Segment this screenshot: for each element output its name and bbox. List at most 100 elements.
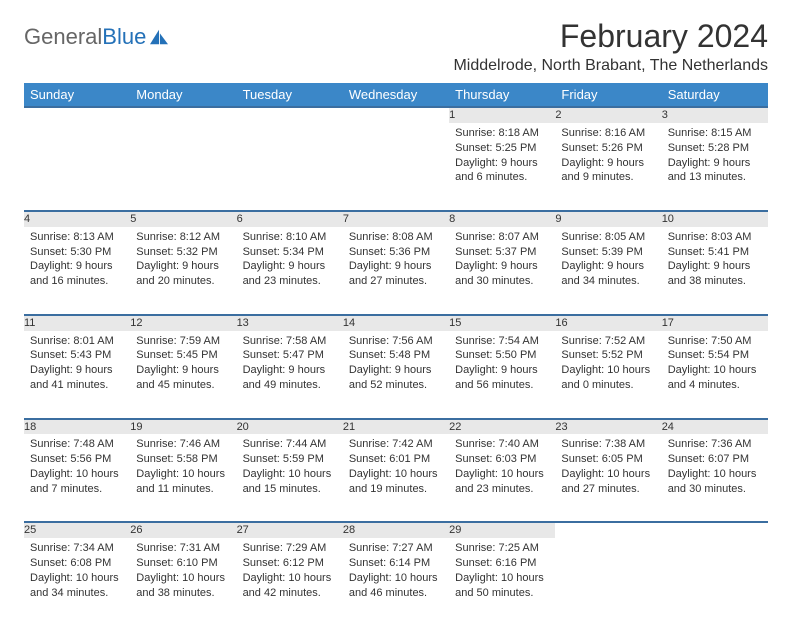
week-daynum-row: 18192021222324 bbox=[24, 419, 768, 435]
sunrise-text: Sunrise: 7:27 AM bbox=[349, 541, 443, 556]
sunrise-text: Sunrise: 8:08 AM bbox=[349, 230, 443, 245]
day-cell: Sunrise: 8:01 AMSunset: 5:43 PMDaylight:… bbox=[24, 331, 130, 419]
daylight-text: Daylight: 9 hours and 38 minutes. bbox=[668, 259, 762, 289]
empty-day-cell bbox=[662, 538, 768, 626]
daylight-text: Daylight: 9 hours and 34 minutes. bbox=[561, 259, 655, 289]
sunrise-text: Sunrise: 7:34 AM bbox=[30, 541, 124, 556]
sunrise-text: Sunrise: 8:10 AM bbox=[243, 230, 337, 245]
empty-day-cell bbox=[343, 123, 449, 211]
week-daynum-row: 2526272829 bbox=[24, 522, 768, 538]
daylight-text: Daylight: 9 hours and 9 minutes. bbox=[561, 156, 655, 186]
week-body-row: Sunrise: 7:34 AMSunset: 6:08 PMDaylight:… bbox=[24, 538, 768, 626]
day-number: 28 bbox=[343, 522, 449, 538]
month-title: February 2024 bbox=[453, 18, 768, 55]
sunset-text: Sunset: 6:03 PM bbox=[455, 452, 549, 467]
day-number: 22 bbox=[449, 419, 555, 435]
empty-day-number bbox=[343, 107, 449, 123]
daylight-text: Daylight: 10 hours and 27 minutes. bbox=[561, 467, 655, 497]
day-number: 2 bbox=[555, 107, 661, 123]
sunrise-text: Sunrise: 8:16 AM bbox=[561, 126, 655, 141]
day-number: 14 bbox=[343, 315, 449, 331]
sunset-text: Sunset: 6:12 PM bbox=[243, 556, 337, 571]
day-number: 24 bbox=[662, 419, 768, 435]
sunrise-text: Sunrise: 7:58 AM bbox=[243, 334, 337, 349]
sunset-text: Sunset: 6:10 PM bbox=[136, 556, 230, 571]
sunrise-text: Sunrise: 7:40 AM bbox=[455, 437, 549, 452]
day-number: 1 bbox=[449, 107, 555, 123]
sunrise-text: Sunrise: 8:18 AM bbox=[455, 126, 549, 141]
sunset-text: Sunset: 5:59 PM bbox=[243, 452, 337, 467]
daylight-text: Daylight: 10 hours and 34 minutes. bbox=[30, 571, 124, 601]
daylight-text: Daylight: 10 hours and 42 minutes. bbox=[243, 571, 337, 601]
week-daynum-row: 123 bbox=[24, 107, 768, 123]
daylight-text: Daylight: 9 hours and 23 minutes. bbox=[243, 259, 337, 289]
day-cell: Sunrise: 8:03 AMSunset: 5:41 PMDaylight:… bbox=[662, 227, 768, 315]
daylight-text: Daylight: 9 hours and 41 minutes. bbox=[30, 363, 124, 393]
sunset-text: Sunset: 5:48 PM bbox=[349, 348, 443, 363]
day-cell: Sunrise: 7:59 AMSunset: 5:45 PMDaylight:… bbox=[130, 331, 236, 419]
sunset-text: Sunset: 5:37 PM bbox=[455, 245, 549, 260]
day-number: 8 bbox=[449, 211, 555, 227]
day-cell: Sunrise: 7:27 AMSunset: 6:14 PMDaylight:… bbox=[343, 538, 449, 626]
day-number: 5 bbox=[130, 211, 236, 227]
daylight-text: Daylight: 10 hours and 30 minutes. bbox=[668, 467, 762, 497]
week-body-row: Sunrise: 7:48 AMSunset: 5:56 PMDaylight:… bbox=[24, 434, 768, 522]
empty-day-number bbox=[130, 107, 236, 123]
sunrise-text: Sunrise: 8:12 AM bbox=[136, 230, 230, 245]
weekday-header: Monday bbox=[130, 83, 236, 107]
sunset-text: Sunset: 6:14 PM bbox=[349, 556, 443, 571]
weekday-header: Saturday bbox=[662, 83, 768, 107]
sunset-text: Sunset: 5:28 PM bbox=[668, 141, 762, 156]
sunrise-text: Sunrise: 8:01 AM bbox=[30, 334, 124, 349]
daylight-text: Daylight: 10 hours and 50 minutes. bbox=[455, 571, 549, 601]
sunset-text: Sunset: 5:32 PM bbox=[136, 245, 230, 260]
empty-day-cell bbox=[24, 123, 130, 211]
day-cell: Sunrise: 7:46 AMSunset: 5:58 PMDaylight:… bbox=[130, 434, 236, 522]
weekday-header: Friday bbox=[555, 83, 661, 107]
sunrise-text: Sunrise: 7:42 AM bbox=[349, 437, 443, 452]
daylight-text: Daylight: 9 hours and 27 minutes. bbox=[349, 259, 443, 289]
sunrise-text: Sunrise: 8:03 AM bbox=[668, 230, 762, 245]
sunset-text: Sunset: 5:50 PM bbox=[455, 348, 549, 363]
sunrise-text: Sunrise: 8:15 AM bbox=[668, 126, 762, 141]
week-body-row: Sunrise: 8:18 AMSunset: 5:25 PMDaylight:… bbox=[24, 123, 768, 211]
day-cell: Sunrise: 7:25 AMSunset: 6:16 PMDaylight:… bbox=[449, 538, 555, 626]
daylight-text: Daylight: 9 hours and 56 minutes. bbox=[455, 363, 549, 393]
sunrise-text: Sunrise: 7:59 AM bbox=[136, 334, 230, 349]
day-number: 27 bbox=[237, 522, 343, 538]
sunrise-text: Sunrise: 7:50 AM bbox=[668, 334, 762, 349]
day-cell: Sunrise: 7:48 AMSunset: 5:56 PMDaylight:… bbox=[24, 434, 130, 522]
day-number: 16 bbox=[555, 315, 661, 331]
day-number: 25 bbox=[24, 522, 130, 538]
day-cell: Sunrise: 7:54 AMSunset: 5:50 PMDaylight:… bbox=[449, 331, 555, 419]
week-daynum-row: 45678910 bbox=[24, 211, 768, 227]
day-cell: Sunrise: 8:13 AMSunset: 5:30 PMDaylight:… bbox=[24, 227, 130, 315]
daylight-text: Daylight: 10 hours and 11 minutes. bbox=[136, 467, 230, 497]
empty-day-number bbox=[555, 522, 661, 538]
day-number: 3 bbox=[662, 107, 768, 123]
sunrise-text: Sunrise: 7:25 AM bbox=[455, 541, 549, 556]
sunset-text: Sunset: 5:45 PM bbox=[136, 348, 230, 363]
day-number: 26 bbox=[130, 522, 236, 538]
day-cell: Sunrise: 7:52 AMSunset: 5:52 PMDaylight:… bbox=[555, 331, 661, 419]
empty-day-cell bbox=[130, 123, 236, 211]
logo-text: GeneralBlue bbox=[24, 24, 146, 50]
week-daynum-row: 11121314151617 bbox=[24, 315, 768, 331]
sunrise-text: Sunrise: 7:29 AM bbox=[243, 541, 337, 556]
day-number: 19 bbox=[130, 419, 236, 435]
sunrise-text: Sunrise: 7:46 AM bbox=[136, 437, 230, 452]
sunrise-text: Sunrise: 8:07 AM bbox=[455, 230, 549, 245]
sunset-text: Sunset: 5:52 PM bbox=[561, 348, 655, 363]
day-number: 13 bbox=[237, 315, 343, 331]
sunrise-text: Sunrise: 8:05 AM bbox=[561, 230, 655, 245]
day-cell: Sunrise: 7:38 AMSunset: 6:05 PMDaylight:… bbox=[555, 434, 661, 522]
page-header: GeneralBlue February 2024 Middelrode, No… bbox=[24, 18, 768, 75]
empty-day-cell bbox=[237, 123, 343, 211]
sunset-text: Sunset: 5:58 PM bbox=[136, 452, 230, 467]
empty-day-number bbox=[662, 522, 768, 538]
sunset-text: Sunset: 5:26 PM bbox=[561, 141, 655, 156]
empty-day-cell bbox=[555, 538, 661, 626]
sunset-text: Sunset: 5:41 PM bbox=[668, 245, 762, 260]
sunrise-text: Sunrise: 7:38 AM bbox=[561, 437, 655, 452]
day-number: 10 bbox=[662, 211, 768, 227]
